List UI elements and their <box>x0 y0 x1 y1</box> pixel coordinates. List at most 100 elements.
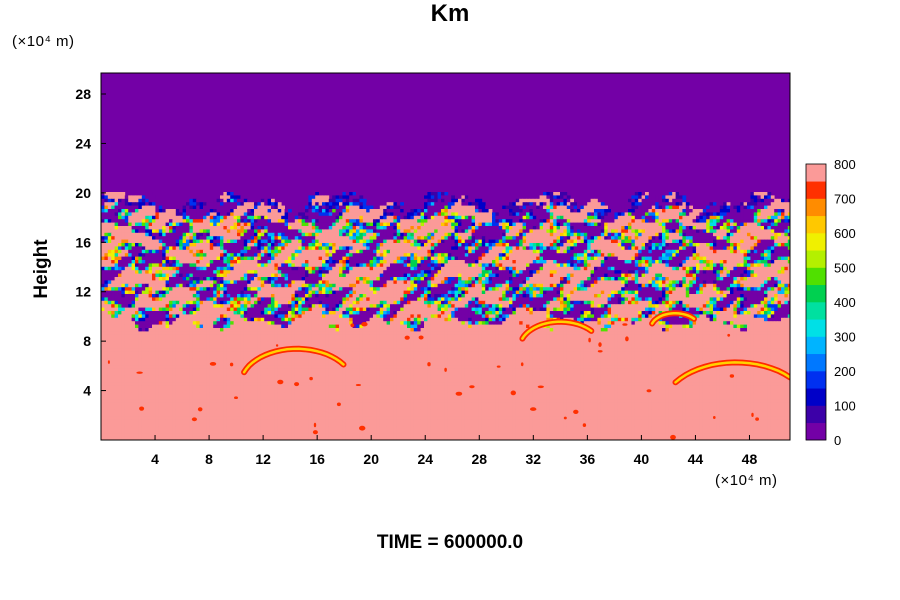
field-spot <box>312 430 318 435</box>
field-spot <box>727 333 731 337</box>
field-spot <box>598 342 602 347</box>
y-tick-label: 24 <box>75 135 91 151</box>
colorbar-tick-label: 400 <box>834 295 856 310</box>
field-spot <box>404 335 410 340</box>
colorbar-swatch <box>806 353 826 372</box>
colorbar-tick-label: 300 <box>834 330 856 345</box>
field-spot <box>713 416 716 419</box>
field-spot <box>625 336 629 342</box>
colorbar-swatch <box>806 267 826 286</box>
colorbar-swatch <box>806 284 826 303</box>
x-tick-label: 20 <box>363 451 379 467</box>
colorbar-swatch <box>806 336 826 355</box>
x-tick-label: 48 <box>742 451 758 467</box>
field-spot <box>139 406 145 411</box>
colorbar-tick-label: 800 <box>834 157 856 172</box>
colorbar-swatch <box>806 215 826 234</box>
field-spot <box>455 391 463 396</box>
field-spot <box>191 417 197 422</box>
y-tick-label: 16 <box>75 234 91 250</box>
field-spot <box>563 416 567 420</box>
colorbar-frame <box>805 163 827 441</box>
field-spot <box>469 385 475 389</box>
field-spot <box>597 350 603 353</box>
colorbar-tick-label: 0 <box>834 433 841 448</box>
field-spot <box>646 389 652 393</box>
x-tick-label: 8 <box>205 451 213 467</box>
x-axis-unit: (×10⁴ m) <box>715 472 778 489</box>
field-spot <box>234 396 238 400</box>
x-tick-label: 32 <box>526 451 542 467</box>
y-tick-label: 12 <box>75 284 91 300</box>
field-spot <box>277 379 284 385</box>
colorbar-swatch <box>806 233 826 251</box>
y-tick-label: 28 <box>75 86 91 102</box>
y-axis-unit: (×10⁴ m) <box>12 33 75 50</box>
x-tick-label: 12 <box>255 451 271 467</box>
chart-title: Km <box>430 0 470 27</box>
field-spot <box>582 423 587 427</box>
x-tick-label: 28 <box>471 451 487 467</box>
x-tick-label: 24 <box>417 451 433 467</box>
field-spot <box>355 384 361 386</box>
field-spot <box>670 434 676 440</box>
field-spot <box>520 362 524 367</box>
field-spot <box>537 385 544 389</box>
x-tick-label: 36 <box>580 451 596 467</box>
colorbar-swatch <box>806 371 826 389</box>
time-annotation: TIME = 600000.0 <box>376 532 524 553</box>
field-spot <box>427 362 431 367</box>
field-spot <box>418 335 424 340</box>
colorbar-tick-label: 500 <box>834 261 856 276</box>
colorbar-tick-label: 200 <box>834 364 856 379</box>
colorbar-swatch <box>806 198 826 217</box>
colorbar-swatch <box>806 302 826 320</box>
field-spot <box>361 322 368 327</box>
field-spot <box>510 390 516 396</box>
y-tick-label: 8 <box>83 333 91 349</box>
x-tick-label: 16 <box>309 451 325 467</box>
colorbar-swatch <box>806 250 826 268</box>
x-tick-label: 44 <box>688 451 704 467</box>
y-tick-label: 4 <box>83 383 91 399</box>
field-spot <box>209 362 217 366</box>
colorbar: 0 100 200 300 400 500 600 700 800 <box>805 157 856 448</box>
field-spot <box>107 360 110 364</box>
heatmap-plot-area <box>101 73 790 440</box>
field-spot <box>444 367 447 372</box>
field-spot <box>309 376 313 381</box>
colorbar-swatch <box>806 181 826 199</box>
field-spot <box>530 407 537 411</box>
field-spot <box>197 407 203 412</box>
field-spot <box>313 422 317 428</box>
field-spot <box>229 362 234 367</box>
field-spot <box>336 402 341 407</box>
field-spot <box>496 365 501 368</box>
colorbar-swatch <box>806 405 826 424</box>
field-spot <box>573 409 579 414</box>
field-spot <box>729 374 735 378</box>
x-axis: 4 8 12 16 20 24 28 32 36 40 44 48 <box>151 435 757 467</box>
x-tick-label: 40 <box>634 451 650 467</box>
field-spot <box>622 323 628 326</box>
colorbar-swatch <box>806 319 826 337</box>
field-spot <box>136 371 143 374</box>
field-spot <box>588 337 591 343</box>
colorbar-tick-label: 100 <box>834 399 856 414</box>
field-spot <box>294 382 300 387</box>
field-spot <box>275 344 279 347</box>
field-spot <box>359 425 366 431</box>
x-tick-label: 4 <box>151 451 159 467</box>
y-axis: 4 8 12 16 20 24 28 <box>75 86 106 399</box>
colorbar-swatch <box>806 422 826 441</box>
colorbar-swatch <box>806 388 826 406</box>
colorbar-tick-label: 700 <box>834 192 856 207</box>
field-spot <box>751 412 754 417</box>
colorbar-tick-label: 600 <box>834 226 856 241</box>
y-tick-label: 20 <box>75 185 91 201</box>
colorbar-swatch <box>806 164 826 182</box>
field-spot <box>350 323 355 328</box>
field-spot <box>755 417 759 421</box>
